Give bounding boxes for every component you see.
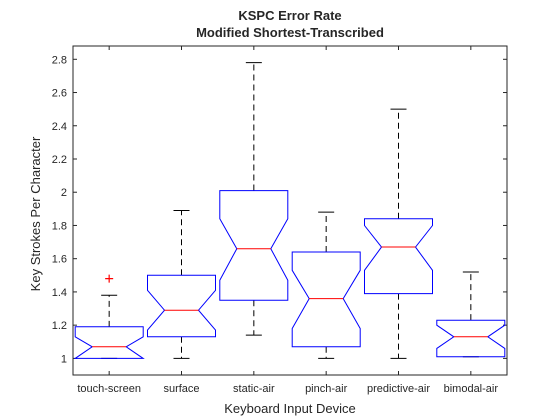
x-tick-label: surface	[163, 383, 199, 395]
notched-box	[364, 218, 433, 295]
y-axis-label: Key Strokes Per Character	[28, 136, 43, 291]
axes-frame	[72, 45, 508, 376]
x-axis-label: Keyboard Input Device	[224, 401, 356, 416]
y-tick-label: 2.2	[52, 154, 67, 166]
x-tick-label: predictive-air	[367, 383, 430, 395]
y-tick-label: 2.4	[52, 121, 67, 133]
notched-box	[147, 274, 216, 338]
x-tick-label: bimodal-air	[444, 383, 499, 395]
notched-box	[73, 326, 145, 359]
chart-subtitle: Modified Shortest-Transcribed	[196, 25, 384, 40]
y-tick-label: 1.2	[52, 320, 67, 332]
y-tick-label: 2.6	[52, 88, 67, 100]
plot-area: 1 1.2 1.4 1.6 1.8 2 2.2 2.4 2.6 2.8 touch-screen su…	[52, 46, 507, 395]
y-tick-label: 1.6	[52, 254, 67, 266]
chart-title: KSPC Error Rate	[238, 8, 341, 23]
y-tick-label: 2.8	[52, 54, 67, 66]
notched-box	[291, 251, 361, 348]
y-tick-label: 1.4	[52, 287, 67, 299]
y-tick-label: 1.8	[52, 220, 67, 232]
notched-box	[436, 319, 506, 358]
notched-box	[219, 190, 289, 301]
x-tick-label: touch-screen	[77, 383, 141, 395]
x-tick-label: static-air	[233, 383, 275, 395]
x-tick-label: pinch-air	[305, 383, 348, 395]
outlier-marker	[105, 274, 114, 283]
y-tick-label: 1	[61, 353, 67, 365]
y-tick-label: 2	[61, 187, 67, 199]
